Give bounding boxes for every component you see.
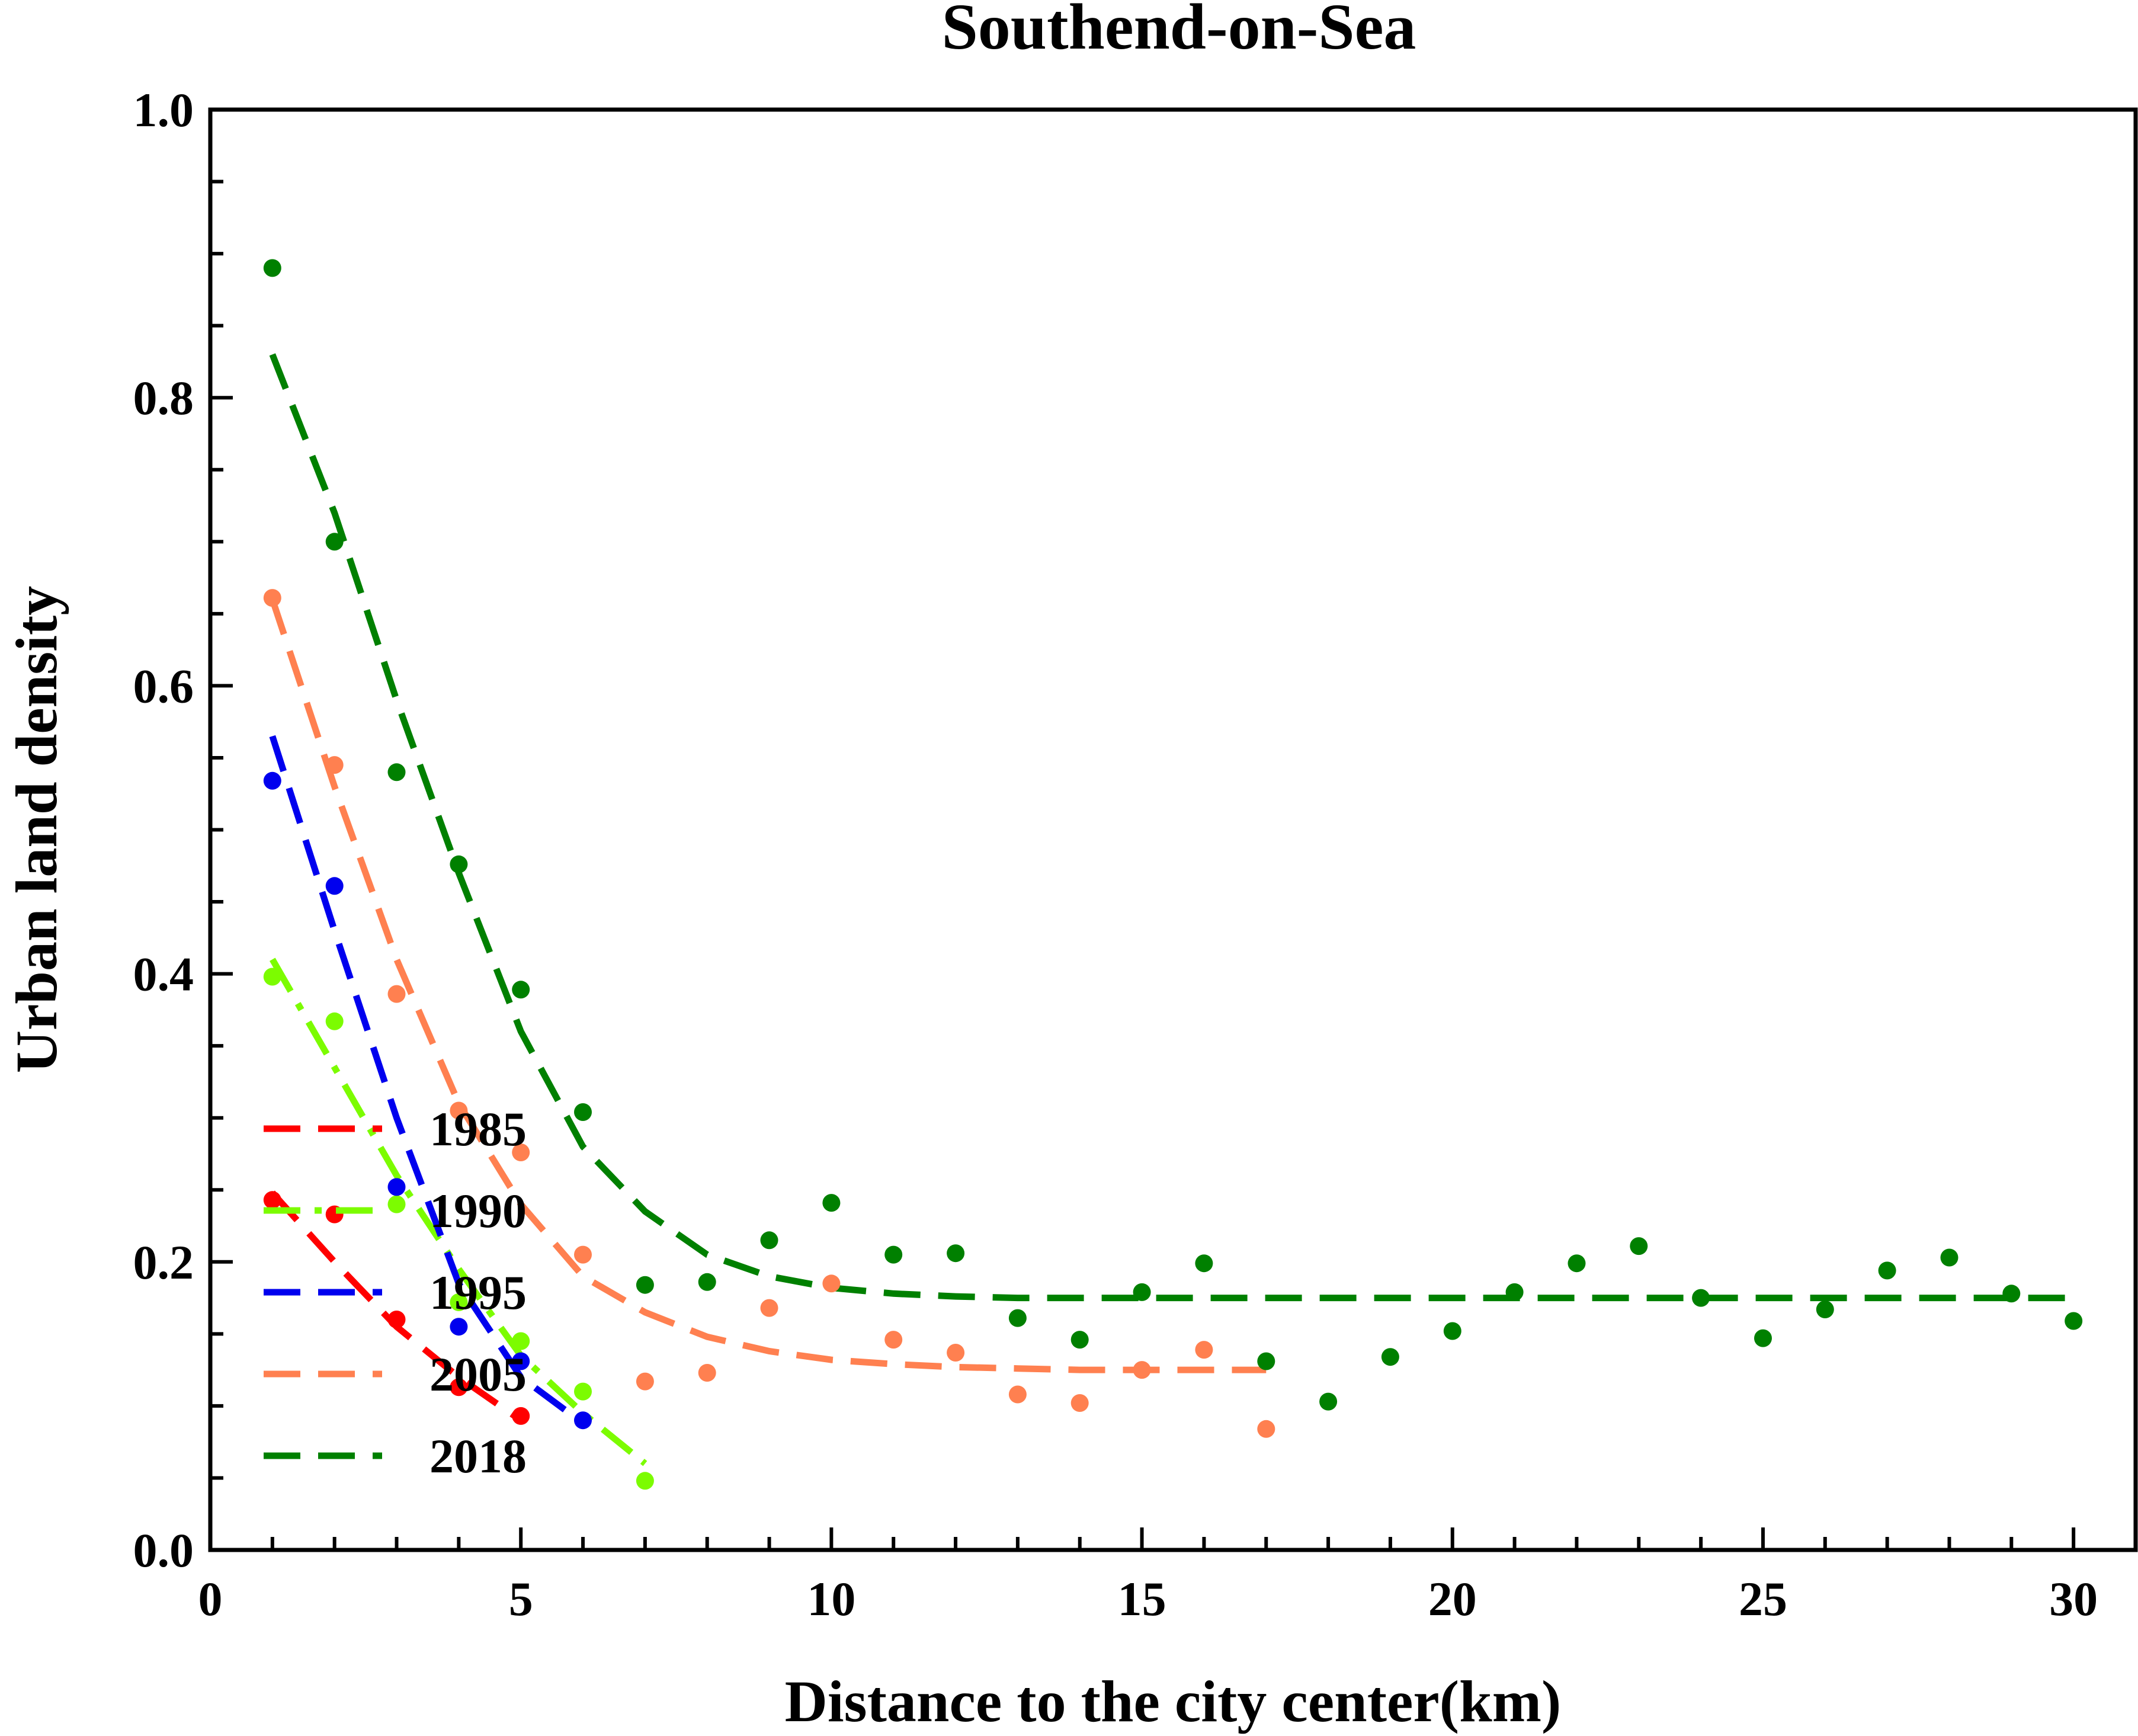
point-2018-13 bbox=[1008, 1309, 1027, 1327]
legend-label-1990: 1990 bbox=[429, 1184, 527, 1238]
point-2005-16 bbox=[1195, 1341, 1213, 1359]
y-tick-label: 0.8 bbox=[133, 371, 194, 425]
point-2005-2 bbox=[325, 756, 344, 774]
point-2005-11 bbox=[884, 1331, 903, 1349]
fit-line-2018 bbox=[269, 353, 2074, 1302]
point-1985-5 bbox=[512, 1407, 530, 1425]
x-tick-label: 20 bbox=[1428, 1572, 1477, 1626]
point-1990-2 bbox=[325, 1012, 344, 1030]
point-2018-21 bbox=[1505, 1283, 1524, 1301]
x-tick-label: 15 bbox=[1118, 1572, 1166, 1626]
x-tick-label: 10 bbox=[807, 1572, 855, 1626]
point-2018-20 bbox=[1443, 1322, 1461, 1340]
point-2018-25 bbox=[1754, 1329, 1772, 1347]
point-2018-28 bbox=[1940, 1248, 1959, 1267]
point-2018-6 bbox=[574, 1103, 592, 1121]
fit-line-2005 bbox=[269, 598, 1267, 1373]
point-2018-8 bbox=[698, 1273, 716, 1291]
fit-lines bbox=[269, 353, 2074, 1466]
point-1985-3 bbox=[387, 1311, 406, 1328]
y-axis-label: Urban land density bbox=[4, 586, 69, 1073]
point-1990-7 bbox=[636, 1472, 654, 1490]
legend-label-1985: 1985 bbox=[429, 1102, 527, 1156]
point-2005-8 bbox=[698, 1364, 716, 1382]
point-2005-1 bbox=[263, 589, 281, 607]
point-2018-2 bbox=[325, 533, 344, 551]
y-axis: 0.0 0.2 0.4 0.6 0.8 1.0 bbox=[133, 83, 233, 1577]
point-2018-26 bbox=[1816, 1301, 1834, 1318]
x-tick-label: 25 bbox=[1739, 1572, 1787, 1626]
point-2018-15 bbox=[1133, 1283, 1151, 1301]
point-2018-7 bbox=[636, 1276, 654, 1294]
chart-title: Southend-on-Sea bbox=[942, 0, 1416, 63]
y-tick-label: 0.0 bbox=[133, 1523, 194, 1577]
point-2018-9 bbox=[760, 1231, 778, 1250]
point-2018-29 bbox=[2002, 1285, 2021, 1303]
point-2005-9 bbox=[760, 1299, 778, 1317]
point-2018-19 bbox=[1381, 1348, 1399, 1366]
point-2018-4 bbox=[450, 855, 468, 873]
point-1990-6 bbox=[574, 1382, 592, 1401]
point-2018-27 bbox=[1878, 1261, 1896, 1280]
point-2018-16 bbox=[1195, 1254, 1213, 1273]
point-2018-17 bbox=[1257, 1352, 1275, 1370]
point-2005-6 bbox=[574, 1245, 592, 1264]
data-points bbox=[263, 259, 2083, 1490]
point-2018-10 bbox=[822, 1194, 841, 1212]
y-tick-label: 1.0 bbox=[133, 83, 194, 137]
point-2018-12 bbox=[947, 1244, 965, 1263]
point-2005-12 bbox=[947, 1344, 965, 1362]
point-2018-5 bbox=[512, 981, 530, 999]
point-2005-10 bbox=[822, 1274, 841, 1293]
x-axis: 0 5 10 15 20 25 30 bbox=[198, 1527, 2098, 1626]
point-2018-24 bbox=[1692, 1289, 1710, 1307]
legend-label-2005: 2005 bbox=[429, 1347, 527, 1401]
plot-frame bbox=[208, 107, 2138, 1552]
point-2018-22 bbox=[1568, 1254, 1586, 1273]
point-2005-5 bbox=[512, 1144, 530, 1161]
point-2005-4 bbox=[450, 1101, 468, 1120]
x-tick-label: 0 bbox=[198, 1572, 223, 1626]
point-2005-15 bbox=[1133, 1361, 1151, 1379]
legend: 1985 1990 1995 2005 2018 bbox=[264, 1102, 527, 1483]
x-tick-label: 5 bbox=[509, 1572, 533, 1626]
x-tick-label: 30 bbox=[2049, 1572, 2098, 1626]
point-2018-18 bbox=[1319, 1392, 1338, 1411]
legend-label-1995: 1995 bbox=[429, 1266, 527, 1319]
fit-line-1990 bbox=[270, 957, 648, 1466]
point-2005-3 bbox=[387, 985, 406, 1003]
point-1995-6 bbox=[574, 1411, 592, 1430]
point-2018-1 bbox=[263, 259, 281, 277]
point-1985-4 bbox=[450, 1378, 468, 1397]
y-tick-label: 0.4 bbox=[133, 947, 194, 1001]
point-1990-1 bbox=[263, 968, 281, 986]
point-1985-1 bbox=[263, 1191, 281, 1209]
point-2018-30 bbox=[2065, 1312, 2083, 1330]
point-1995-5 bbox=[512, 1352, 530, 1370]
point-2005-7 bbox=[636, 1372, 654, 1391]
point-1995-3 bbox=[387, 1178, 406, 1196]
point-1995-2 bbox=[325, 877, 344, 895]
point-2005-14 bbox=[1070, 1394, 1089, 1412]
point-1990-4 bbox=[450, 1293, 468, 1311]
y-tick-label: 0.2 bbox=[133, 1235, 194, 1289]
x-axis-label: Distance to the city center(km) bbox=[785, 1668, 1562, 1734]
y-tick-label: 0.6 bbox=[133, 659, 194, 713]
point-2018-14 bbox=[1070, 1331, 1089, 1349]
point-2005-17 bbox=[1257, 1420, 1275, 1438]
point-2005-13 bbox=[1008, 1385, 1027, 1404]
point-1995-4 bbox=[450, 1318, 468, 1336]
point-2018-3 bbox=[387, 763, 406, 781]
legend-label-2018: 2018 bbox=[429, 1429, 527, 1483]
point-2018-23 bbox=[1630, 1237, 1648, 1255]
point-1990-5 bbox=[512, 1332, 530, 1350]
fit-line-1995 bbox=[269, 735, 585, 1426]
point-2018-11 bbox=[884, 1245, 903, 1264]
point-1995-1 bbox=[263, 771, 281, 790]
point-1990-3 bbox=[387, 1195, 406, 1213]
